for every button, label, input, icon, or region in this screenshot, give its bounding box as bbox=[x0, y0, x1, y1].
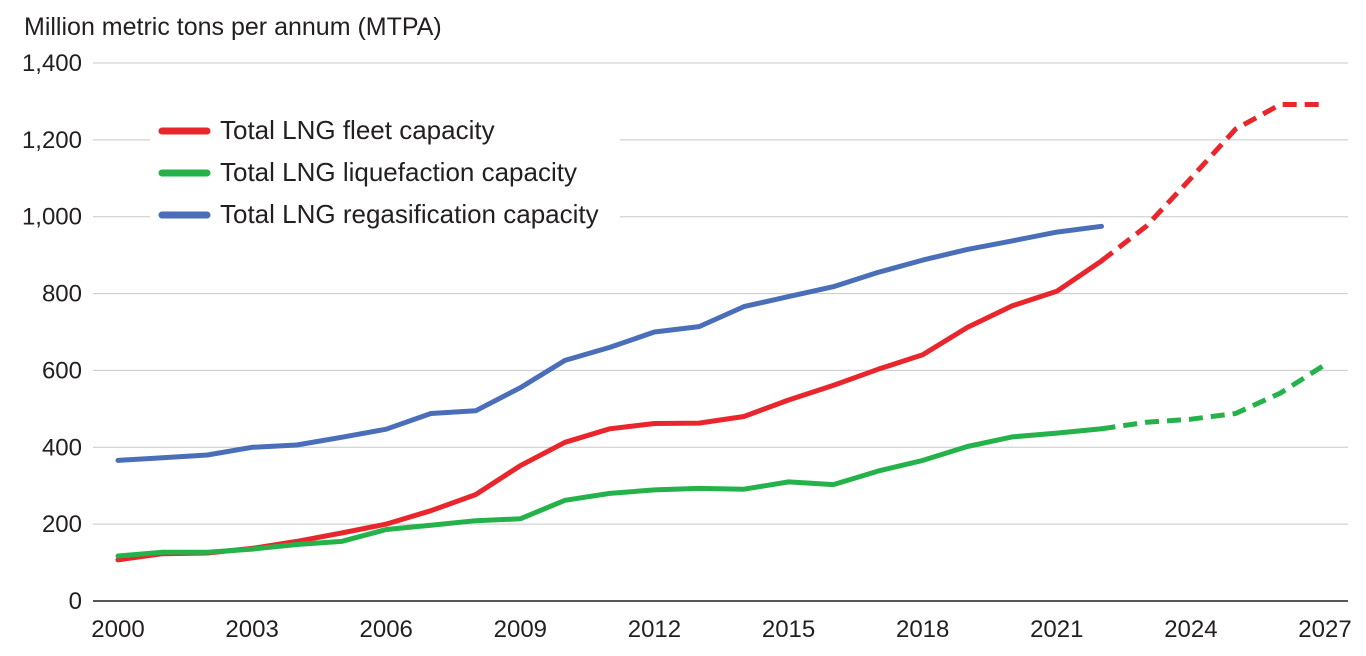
legend-label: Total LNG liquefaction capacity bbox=[220, 157, 577, 187]
series-line-2 bbox=[115, 223, 1104, 463]
y-tick-label: 0 bbox=[69, 588, 82, 615]
y-axis-title: Million metric tons per annum (MTPA) bbox=[24, 13, 442, 41]
x-tick-label: 2021 bbox=[1030, 616, 1083, 643]
x-tick-label: 2024 bbox=[1164, 616, 1217, 643]
x-tick-label: 2006 bbox=[360, 616, 413, 643]
x-tick-label: 2000 bbox=[91, 616, 144, 643]
y-tick-label: 1,000 bbox=[22, 204, 82, 231]
y-axis-ticks: 0 200 400 600 800 1,000 1,200 1,400 bbox=[22, 50, 82, 615]
x-tick-label: 2012 bbox=[628, 616, 681, 643]
series-line-0 bbox=[115, 258, 1104, 563]
x-tick-label: 2015 bbox=[762, 616, 815, 643]
x-axis-ticks: 2000 2003 2006 2009 2012 2015 2018 2021 2024 2027 bbox=[91, 616, 1351, 643]
legend-label: Total LNG regasification capacity bbox=[220, 199, 599, 229]
y-tick-label: 200 bbox=[42, 511, 82, 538]
legend-label: Total LNG fleet capacity bbox=[220, 115, 495, 145]
y-tick-label: 600 bbox=[42, 357, 82, 384]
x-tick-label: 2027 bbox=[1298, 616, 1351, 643]
legend: Total LNG fleet capacity Total LNG liquef… bbox=[158, 115, 599, 229]
series-lines bbox=[115, 102, 1327, 563]
y-tick-label: 800 bbox=[42, 281, 82, 308]
series-projection-line-0 bbox=[1099, 102, 1325, 263]
y-tick-label: 1,200 bbox=[22, 127, 82, 154]
series-line-1 bbox=[115, 426, 1104, 559]
x-tick-label: 2018 bbox=[896, 616, 949, 643]
y-tick-label: 400 bbox=[42, 434, 82, 461]
x-tick-label: 2009 bbox=[494, 616, 547, 643]
legend-background bbox=[150, 105, 620, 243]
series-projection-line-1 bbox=[1101, 362, 1327, 432]
x-tick-label: 2003 bbox=[225, 616, 278, 643]
y-tick-label: 1,400 bbox=[22, 50, 82, 77]
gridlines bbox=[93, 62, 1348, 602]
